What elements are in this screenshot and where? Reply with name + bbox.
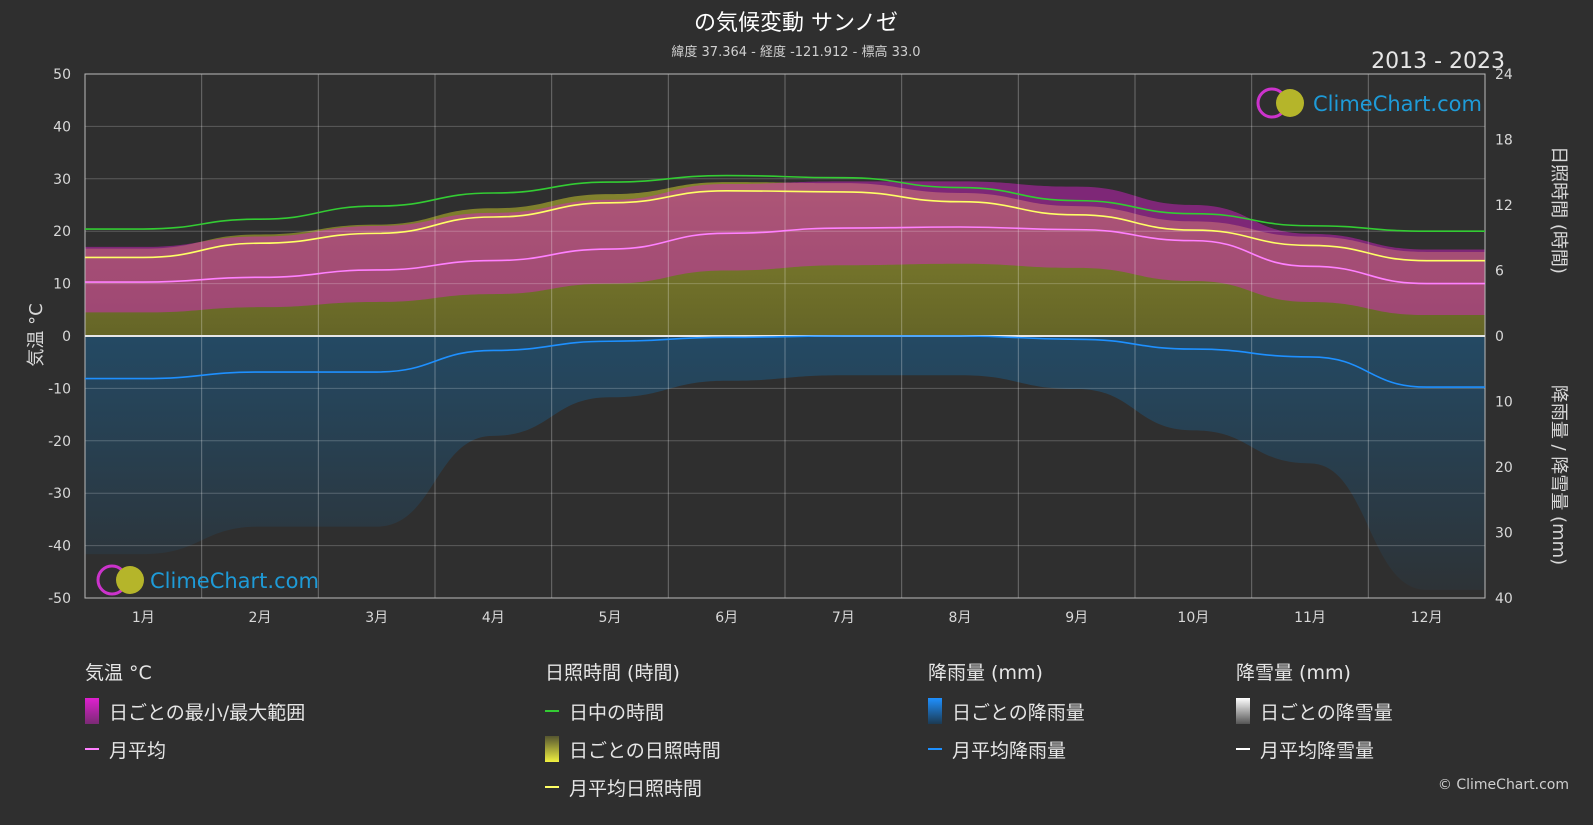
legend-snow-daily: 日ごとの降雪量	[1236, 698, 1393, 724]
series-lines	[84, 174, 1485, 388]
rain-avg-line	[85, 335, 1485, 388]
legend: 気温 °C 日ごとの最小/最大範囲 月平均 日照時間 (時間) 日中の時間 日ご…	[0, 660, 1593, 825]
legend-rain: 降雨量 (mm) 日ごとの降雨量 月平均降雨量	[928, 660, 1085, 774]
month-tick-label: 12月	[1411, 610, 1443, 626]
month-tick-label: 4月	[482, 610, 505, 626]
sunshine-avg-line	[85, 190, 1485, 262]
left-axis-label: 気温 °C	[26, 303, 47, 366]
daily-rain-band	[85, 336, 1485, 590]
right-top-tick-label: 24	[1495, 67, 1513, 83]
logo-bottom: ClimeChart.com	[96, 564, 319, 596]
climate-chart: の気候変動 サンノゼ 緯度 37.364 - 経度 -121.912 - 標高 …	[26, 11, 1569, 626]
daylight-line	[85, 174, 1485, 232]
left-tick-label: -40	[48, 539, 71, 555]
legend-sun-daily-label: 日ごとの日照時間	[569, 739, 721, 762]
left-tick-label: 30	[53, 172, 71, 188]
right-top-tick-label: 12	[1495, 198, 1513, 214]
year-range: 2013 - 2023	[1371, 49, 1505, 74]
legend-temp-range-label: 日ごとの最小/最大範囲	[109, 701, 306, 724]
legend-rain-daily-label: 日ごとの降雨量	[952, 701, 1085, 724]
right-top-tick-label: 0	[1495, 329, 1504, 345]
month-tick-label: 10月	[1177, 610, 1209, 626]
chart-subtitle: 緯度 37.364 - 経度 -121.912 - 標高 33.0	[671, 44, 920, 60]
right-axis-bottom-label: 降雨量 / 降雪量 (mm)	[1548, 385, 1569, 565]
temp-avg-line	[84, 226, 1485, 285]
right-bottom-tick-label: 20	[1495, 460, 1513, 476]
left-tick-label: 40	[53, 119, 71, 135]
legend-sun-daylight-label: 日中の時間	[569, 701, 665, 724]
legend-snow: 降雪量 (mm) 日ごとの降雪量 月平均降雪量	[1236, 660, 1393, 774]
legend-sun-daily: 日ごとの日照時間	[545, 736, 721, 762]
line-swatch-icon	[545, 710, 559, 712]
rain-swatch-icon	[928, 698, 942, 724]
month-tick-label: 1月	[132, 610, 155, 626]
month-tick-label: 6月	[715, 610, 738, 626]
month-tick-label: 11月	[1294, 610, 1326, 626]
legend-snow-heading: 降雪量 (mm)	[1236, 662, 1351, 684]
legend-sun: 日照時間 (時間) 日中の時間 日ごとの日照時間 月平均日照時間	[545, 660, 721, 812]
legend-temp-range: 日ごとの最小/最大範囲	[85, 698, 305, 724]
logo-sun-icon	[116, 566, 144, 594]
line-swatch-icon	[1236, 748, 1250, 750]
legend-rain-avg-label: 月平均降雨量	[952, 739, 1067, 762]
legend-rain-avg: 月平均降雨量	[928, 736, 1085, 762]
legend-snow-avg: 月平均降雪量	[1236, 736, 1393, 762]
right-top-tick-label: 18	[1495, 133, 1513, 149]
legend-temp-avg-label: 月平均	[109, 739, 167, 762]
line-swatch-icon	[545, 786, 559, 788]
month-tick-label: 5月	[599, 610, 622, 626]
left-tick-label: -20	[48, 434, 71, 450]
line-swatch-icon	[85, 748, 99, 750]
temp-range-band	[85, 181, 1485, 316]
right-axis-top-label: 日照時間 (時間)	[1548, 146, 1569, 274]
legend-sun-avg: 月平均日照時間	[545, 774, 721, 800]
chart-grid	[84, 73, 1486, 599]
snow-swatch-icon	[1236, 698, 1250, 724]
month-tick-label: 3月	[365, 610, 388, 626]
chart-title: の気候変動 サンノゼ	[694, 11, 898, 36]
left-tick-label: -10	[48, 381, 71, 397]
legend-sun-avg-label: 月平均日照時間	[569, 777, 703, 800]
logo-text-bottom: ClimeChart.com	[150, 569, 319, 593]
legend-snow-daily-label: 日ごとの降雪量	[1260, 701, 1393, 724]
sunshine-swatch-icon	[545, 736, 559, 762]
legend-snow-avg-label: 月平均降雪量	[1260, 739, 1375, 762]
right-bottom-tick-label: 10	[1495, 395, 1513, 411]
left-tick-label: 50	[53, 67, 71, 83]
right-bottom-tick-label: 30	[1495, 526, 1513, 542]
month-tick-label: 7月	[832, 610, 855, 626]
legend-temp: 気温 °C 日ごとの最小/最大範囲 月平均	[85, 660, 305, 774]
left-tick-label: 20	[53, 224, 71, 240]
logo-text-top: ClimeChart.com	[1313, 92, 1482, 116]
legend-rain-heading: 降雨量 (mm)	[928, 662, 1043, 684]
month-tick-label: 2月	[249, 610, 272, 626]
month-tick-label: 8月	[949, 610, 972, 626]
left-tick-label: 0	[62, 329, 71, 345]
legend-sun-daylight: 日中の時間	[545, 698, 721, 724]
line-swatch-icon	[928, 748, 942, 750]
range-swatch-icon	[85, 698, 99, 724]
month-tick-label: 9月	[1065, 610, 1088, 626]
copyright: © ClimeChart.com	[1437, 777, 1569, 793]
right-bottom-tick-label: 40	[1495, 591, 1513, 607]
legend-sun-heading: 日照時間 (時間)	[545, 662, 680, 684]
legend-temp-avg: 月平均	[85, 736, 305, 762]
left-tick-label: -30	[48, 486, 71, 502]
chart-axes: 50 40 30 20 10 0 -10 -20 -30 -40 -50 24 18 12 6 0 10 20 30…	[48, 67, 1513, 626]
left-tick-label: -50	[48, 591, 71, 607]
daily-sunshine-band	[85, 182, 1485, 336]
legend-rain-daily: 日ごとの降雨量	[928, 698, 1085, 724]
daily-bands	[85, 181, 1485, 590]
logo-sun-icon	[1276, 89, 1304, 117]
legend-temp-heading: 気温 °C	[85, 662, 152, 684]
left-tick-label: 10	[53, 277, 71, 293]
right-top-tick-label: 6	[1495, 264, 1504, 280]
logo-top: ClimeChart.com	[1256, 87, 1482, 119]
